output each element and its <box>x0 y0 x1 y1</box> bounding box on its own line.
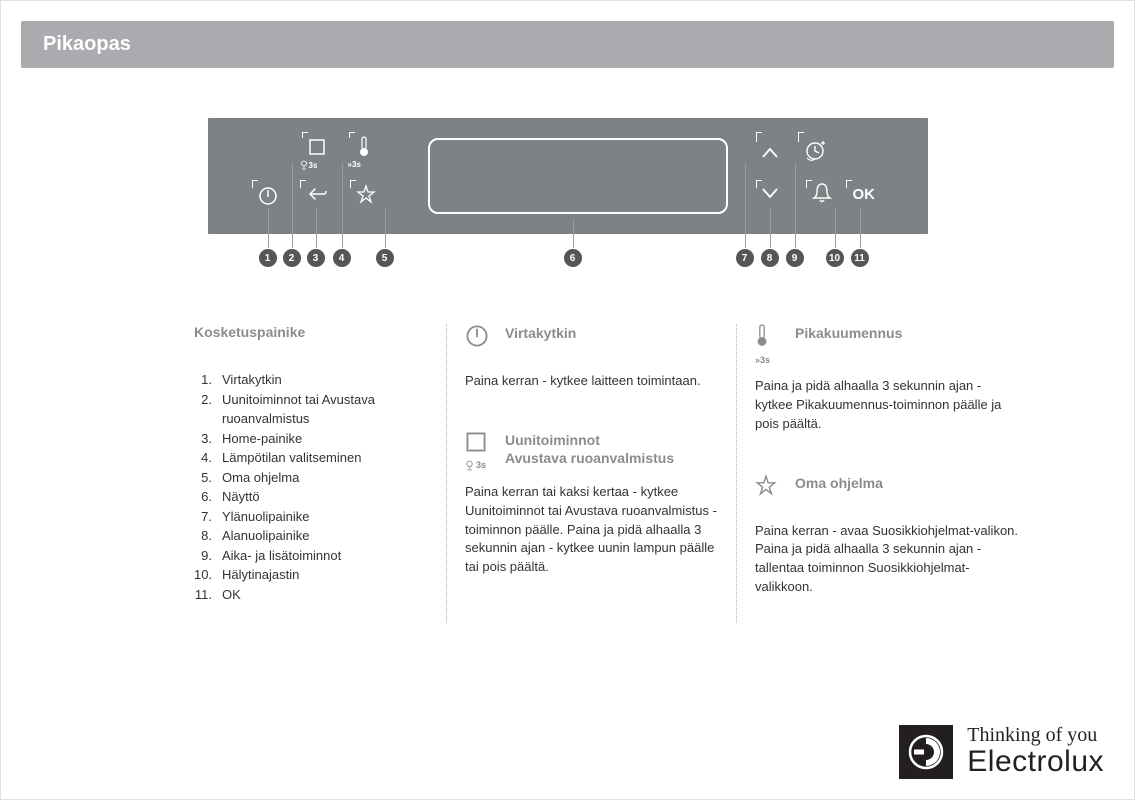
legend-item: Lämpötilan valitseminen <box>222 448 361 468</box>
brand-block: Thinking of you Electrolux <box>899 724 1104 779</box>
square-icon: 3s <box>465 431 495 471</box>
section-star: Oma ohjelma Paina kerran - avaa Suosikki… <box>755 474 1018 597</box>
brand-tagline: Thinking of you <box>967 724 1104 747</box>
page-title-bar: Pikaopas <box>21 21 1114 68</box>
section-oven: 3s Uunitoiminnot Avustava ruoanvalmistus… <box>465 431 718 577</box>
section-power-title: Virtakytkin <box>505 324 576 342</box>
legend-item: Oma ohjelma <box>222 468 299 488</box>
section-power: Virtakytkin Paina kerran - kytkee laitte… <box>465 324 718 391</box>
legend-item: Virtakytkin <box>222 370 282 390</box>
power-icon <box>258 186 278 209</box>
legend-column: Kosketuspainike 1.Virtakytkin 2.Uunitoim… <box>176 324 446 623</box>
legend-item: Uunitoiminnot tai Avustava ruoanvalmistu… <box>222 390 428 429</box>
page: Pikaopas 3s »3s <box>0 0 1135 800</box>
section-fast-body: Paina ja pidä alhaalla 3 sekunnin ajan -… <box>755 377 1018 434</box>
star-icon <box>755 474 785 501</box>
section-oven-title: Uunitoiminnot Avustava ruoanvalmistus <box>505 431 674 467</box>
legend-list: 1.Virtakytkin 2.Uunitoiminnot tai Avusta… <box>194 370 428 604</box>
thermometer-icon: »3s <box>755 324 785 365</box>
brand-name: Electrolux <box>967 745 1104 779</box>
callout-10: 10 <box>826 249 844 267</box>
legend-item: Ylänuolipainike <box>222 507 309 527</box>
section-oven-body: Paina kerran tai kaksi kertaa - kytkee U… <box>465 483 718 577</box>
back-icon <box>306 186 328 205</box>
section-fast-title: Pikakuumennus <box>795 324 902 342</box>
bell-icon <box>812 182 832 207</box>
power-icon <box>465 324 495 353</box>
section-fast: »3s Pikakuumennus Paina ja pidä alhaalla… <box>755 324 1018 434</box>
control-panel-diagram: 3s »3s <box>208 118 928 234</box>
callout-7: 7 <box>736 249 754 267</box>
callout-2: 2 <box>283 249 301 267</box>
description-columns: Kosketuspainike 1.Virtakytkin 2.Uunitoim… <box>21 324 1114 623</box>
section-power-body: Paina kerran - kytkee laitteen toimintaa… <box>465 372 718 391</box>
bulb-3s-label: 3s <box>300 160 318 170</box>
legend-heading: Kosketuspainike <box>194 324 428 340</box>
legend-item: OK <box>222 585 241 605</box>
legend-item: Alanuolipainike <box>222 526 309 546</box>
callout-5: 5 <box>376 249 394 267</box>
callout-8: 8 <box>761 249 779 267</box>
callout-1: 1 <box>259 249 277 267</box>
legend-item: Aika- ja lisätoiminnot <box>222 546 341 566</box>
right-column: »3s Pikakuumennus Paina ja pidä alhaalla… <box>736 324 1036 623</box>
display-screen <box>428 138 728 214</box>
callout-6: 6 <box>564 249 582 267</box>
section-star-body: Paina kerran - avaa Suosikkiohjelmat-val… <box>755 522 1018 597</box>
page-title: Pikaopas <box>43 33 131 55</box>
up-arrow-icon <box>761 146 779 163</box>
callout-9: 9 <box>786 249 804 267</box>
star-icon <box>356 184 376 207</box>
legend-item: Näyttö <box>222 487 260 507</box>
thermometer-icon <box>358 136 370 161</box>
legend-item: Home-painike <box>222 429 302 449</box>
brand-logo-icon <box>899 725 953 779</box>
down-arrow-icon <box>761 186 779 203</box>
clock-plus-icon <box>804 140 826 165</box>
callout-3: 3 <box>307 249 325 267</box>
legend-item: Hälytinajastin <box>222 565 299 585</box>
ok-label: OK <box>853 186 876 203</box>
callout-11: 11 <box>851 249 869 267</box>
middle-column: Virtakytkin Paina kerran - kytkee laitte… <box>446 324 736 623</box>
square-icon <box>308 138 326 159</box>
callout-4: 4 <box>333 249 351 267</box>
section-star-title: Oma ohjelma <box>795 474 883 492</box>
fast-3s-label: »3s <box>348 160 361 169</box>
